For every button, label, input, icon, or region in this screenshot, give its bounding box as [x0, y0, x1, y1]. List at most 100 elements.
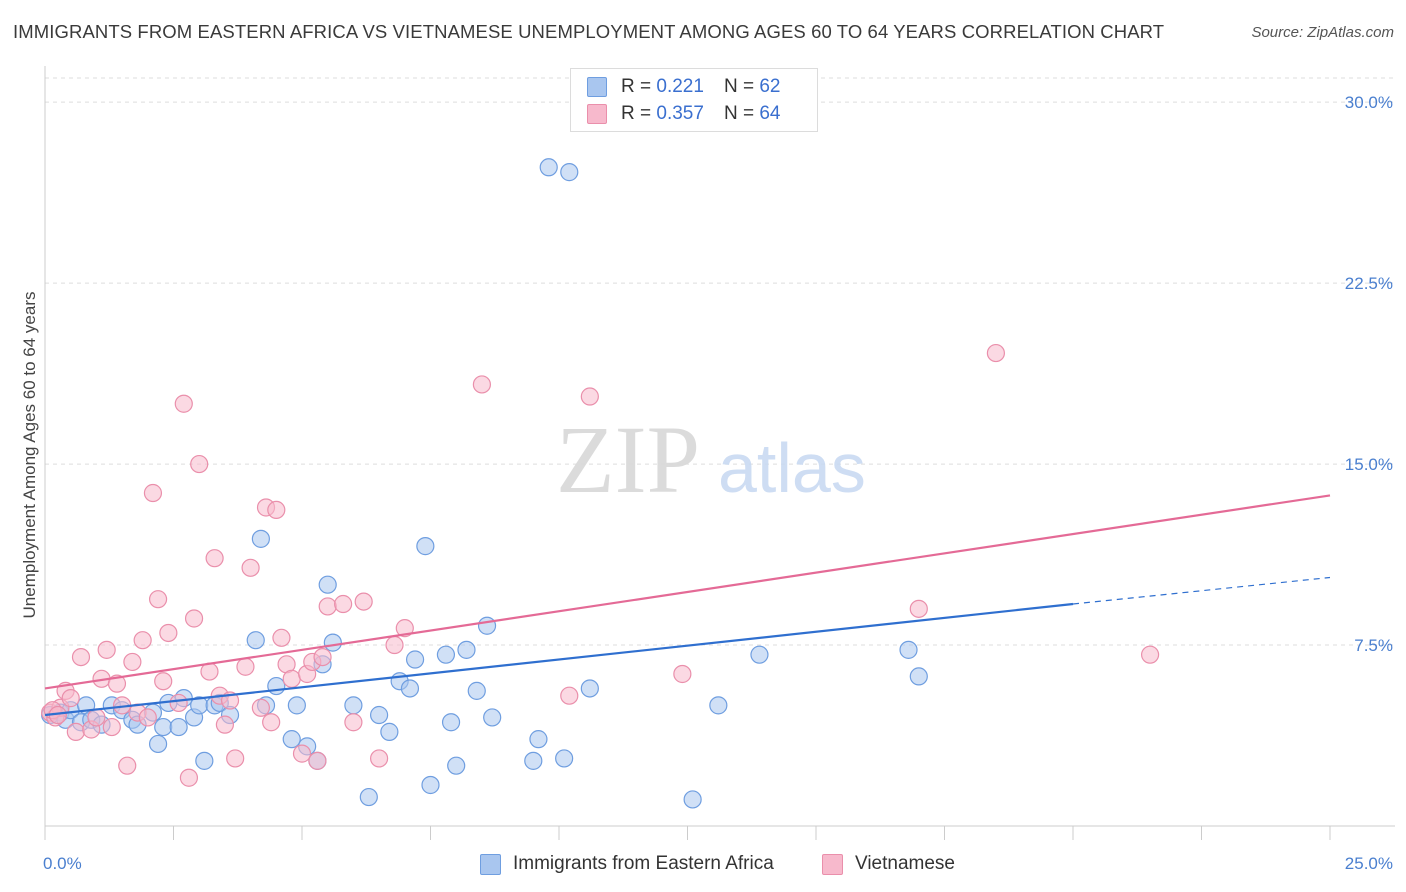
point-immigrants — [344, 696, 363, 715]
point-vietnamese — [169, 693, 188, 713]
n-label: N = — [723, 103, 755, 124]
point-vietnamese — [292, 744, 312, 763]
legend-row-vietnamese: R = 0.357 N = 64 — [587, 102, 780, 126]
point-vietnamese — [118, 756, 137, 775]
point-immigrants — [169, 717, 188, 737]
correlation-legend: R = 0.221 N = 62 R = 0.357 N = 64 — [570, 68, 818, 132]
point-immigrants — [148, 734, 168, 754]
series-vietnamese-points — [41, 343, 1160, 787]
point-vietnamese — [986, 343, 1006, 363]
source-credit: Source: ZipAtlas.com — [1251, 24, 1394, 41]
point-immigrants — [318, 575, 337, 594]
legend-label: Immigrants from Eastern Africa — [513, 853, 774, 874]
point-immigrants — [709, 696, 728, 715]
r-label: R = — [621, 76, 652, 97]
y-tick-label: 15.0% — [1345, 455, 1393, 474]
point-vietnamese — [143, 483, 163, 503]
x-tick-label: 0.0% — [43, 854, 82, 873]
point-vietnamese — [66, 722, 85, 741]
point-vietnamese — [472, 375, 491, 394]
point-vietnamese — [308, 751, 327, 770]
axes — [44, 66, 1395, 840]
point-vietnamese — [909, 599, 928, 618]
point-vietnamese — [123, 652, 142, 672]
point-vietnamese — [251, 698, 270, 717]
legend-item-immigrants[interactable]: Immigrants from Eastern Africa — [480, 853, 774, 875]
trend-line-vietnamese — [44, 494, 1331, 690]
point-vietnamese — [184, 609, 204, 628]
point-immigrants — [405, 650, 425, 669]
legend-label: Vietnamese — [855, 853, 955, 874]
point-immigrants — [529, 730, 548, 749]
point-immigrants — [683, 790, 702, 809]
n-label: N = — [723, 76, 755, 97]
point-vietnamese — [154, 672, 173, 691]
point-vietnamese — [138, 708, 157, 727]
point-immigrants — [436, 645, 456, 664]
trend-line-immigrants-extrapolated — [1072, 576, 1331, 605]
point-immigrants — [359, 787, 378, 807]
y-tick-label: 22.5% — [1345, 274, 1393, 293]
trend-lines — [44, 494, 1331, 717]
r-value: 0.221 — [656, 76, 704, 97]
x-tick-label: 25.0% — [1345, 854, 1393, 873]
point-vietnamese — [215, 715, 234, 734]
point-immigrants — [539, 158, 558, 177]
point-immigrants — [909, 667, 928, 686]
point-immigrants — [287, 696, 306, 715]
point-vietnamese — [560, 686, 579, 705]
point-immigrants — [380, 722, 399, 741]
point-immigrants — [421, 775, 440, 795]
point-vietnamese — [344, 713, 363, 732]
point-vietnamese — [370, 749, 389, 768]
point-immigrants — [267, 676, 286, 696]
point-vietnamese — [282, 669, 301, 688]
point-vietnamese — [226, 749, 245, 768]
y-tick-label: 7.5% — [1354, 636, 1393, 655]
point-immigrants — [154, 717, 173, 737]
series-legend: Immigrants from Eastern Africa Vietnames… — [0, 851, 1406, 877]
point-vietnamese — [673, 664, 692, 684]
point-immigrants — [524, 751, 543, 770]
watermark-zip: ZIP — [556, 406, 700, 513]
legend-item-vietnamese[interactable]: Vietnamese — [822, 853, 955, 875]
point-immigrants — [400, 679, 420, 698]
point-immigrants — [457, 640, 476, 659]
tick-labels: 7.5% 15.0% 22.5% 30.0% 0.0% 25.0% — [43, 93, 1393, 873]
watermark: ZIP atlas — [556, 406, 866, 513]
point-vietnamese — [267, 500, 286, 520]
point-immigrants — [477, 616, 497, 635]
point-vietnamese — [236, 657, 255, 676]
point-vietnamese — [385, 635, 404, 655]
watermark-atlas: atlas — [718, 429, 866, 507]
legend-swatch-pink — [822, 853, 843, 875]
point-vietnamese — [318, 597, 337, 616]
legend-row-immigrants: R = 0.221 N = 62 — [587, 75, 780, 99]
point-vietnamese — [262, 713, 281, 732]
y-tick-label: 30.0% — [1345, 93, 1393, 112]
legend-swatch-blue — [587, 77, 607, 97]
point-immigrants — [251, 529, 270, 548]
point-vietnamese — [61, 689, 80, 708]
point-immigrants — [246, 631, 265, 650]
point-immigrants — [441, 713, 461, 732]
point-immigrants — [899, 640, 918, 659]
point-vietnamese — [133, 631, 152, 650]
trend-line-immigrants — [44, 602, 1074, 717]
point-vietnamese — [148, 590, 168, 609]
y-axis-title: Unemployment Among Ages 60 to 64 years — [20, 292, 39, 619]
point-vietnamese — [87, 708, 106, 727]
point-vietnamese — [272, 628, 291, 647]
point-immigrants — [370, 705, 389, 725]
point-vietnamese — [354, 592, 373, 611]
point-immigrants — [447, 756, 466, 775]
point-vietnamese — [205, 549, 224, 568]
point-immigrants — [282, 730, 301, 749]
point-immigrants — [483, 708, 502, 727]
point-vietnamese — [334, 594, 353, 614]
point-vietnamese — [159, 623, 178, 643]
point-vietnamese — [179, 768, 199, 787]
point-immigrants — [323, 633, 342, 652]
n-value: 64 — [759, 103, 781, 124]
